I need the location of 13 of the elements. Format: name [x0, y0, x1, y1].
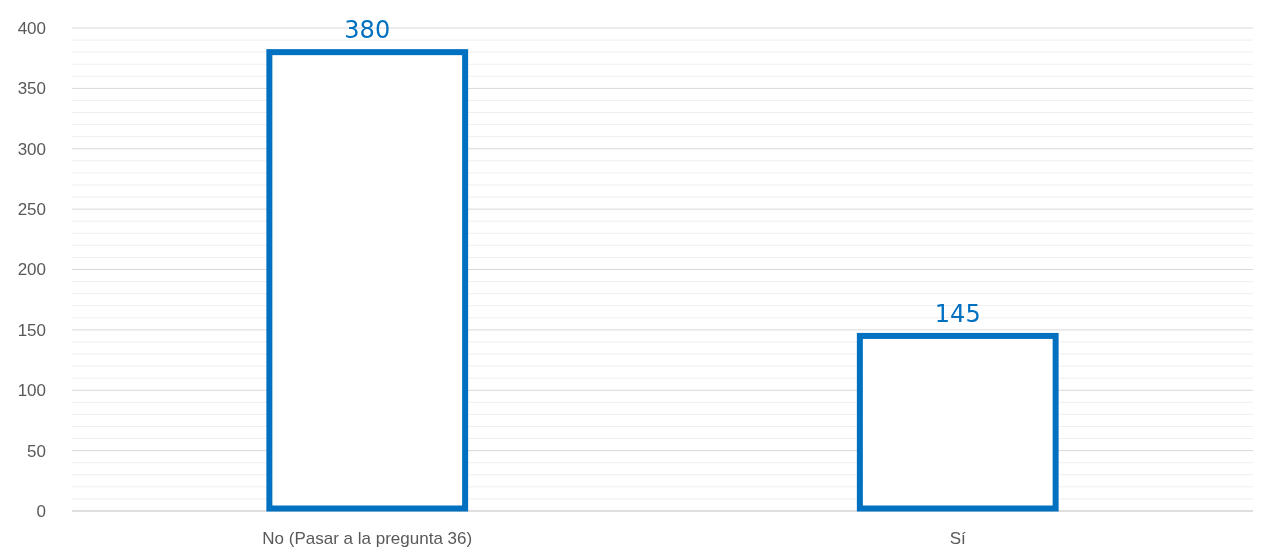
y-tick-label: 200	[17, 260, 46, 280]
y-tick-label: 0	[36, 501, 46, 521]
y-tick-label: 400	[17, 18, 46, 38]
y-tick-label: 250	[17, 200, 46, 220]
data-label: 380	[344, 16, 391, 45]
y-tick-label: 350	[17, 79, 46, 99]
y-tick-label: 50	[27, 441, 46, 461]
y-tick-label: 150	[17, 320, 46, 340]
y-tick-label: 300	[17, 139, 46, 159]
x-tick-label: No (Pasar a la pregunta 36)	[262, 529, 473, 548]
x-tick-label: Sí	[949, 529, 967, 548]
y-tick-label: 100	[17, 381, 46, 401]
data-label: 145	[934, 299, 981, 328]
